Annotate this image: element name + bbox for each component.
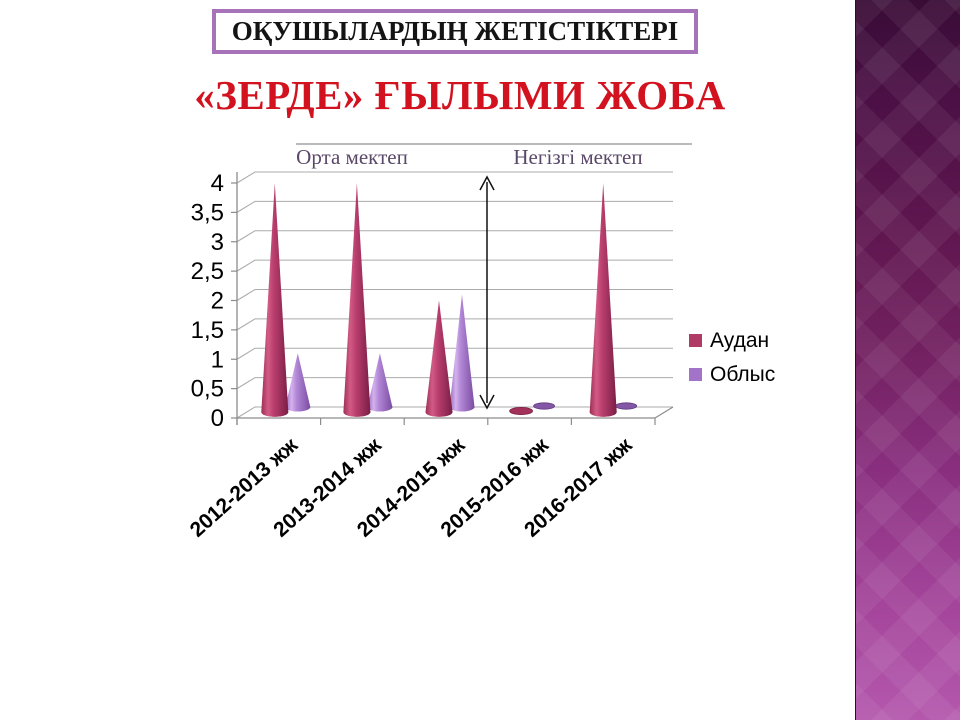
cone [367, 353, 393, 412]
gridline [236, 318, 673, 331]
y-axis-tick-label: 3 [211, 229, 224, 256]
arrowhead-up-icon [479, 175, 495, 191]
y-axis-tick-label: 4 [211, 170, 224, 197]
decorative-sidebar [855, 0, 960, 720]
zero-value-disc [615, 402, 638, 410]
cone [343, 183, 371, 417]
header-box: ОҚУШЫЛАРДЫҢ ЖЕТІСТІКТЕРІ [212, 9, 698, 54]
legend-swatch-audan [689, 334, 702, 347]
y-axis-tick-label: 3,5 [191, 199, 224, 226]
legend-swatch-oblys [689, 368, 702, 381]
y-axis-tick-label: 0 [211, 405, 224, 432]
slide-title: «ЗЕРДЕ» ҒЫЛЫМИ ЖОБА [194, 72, 726, 118]
gridline [236, 377, 673, 390]
legend-label: Облыс [710, 363, 775, 386]
gridline [236, 259, 673, 272]
cone [449, 294, 475, 412]
gridline [236, 288, 673, 301]
group-label: Негізгі мектеп [513, 145, 642, 169]
arrowhead-down-icon [479, 394, 495, 410]
gridline [236, 171, 673, 184]
y-axis-tick-label: 1 [211, 346, 224, 373]
gridline [236, 230, 673, 243]
cone [589, 183, 617, 417]
y-axis-tick-label: 0,5 [191, 376, 224, 403]
gridline [236, 347, 673, 360]
y-axis-tick-label: 2,5 [191, 258, 224, 285]
zero-value-disc [533, 402, 555, 410]
cone [425, 300, 453, 417]
legend-label: Аудан [710, 329, 769, 352]
floor-edge [654, 406, 674, 419]
cone [261, 183, 289, 417]
zero-value-disc [509, 406, 533, 415]
group-label: Орта мектеп [296, 145, 408, 169]
header-box-text: ОҚУШЫЛАРДЫҢ ЖЕТІСТІКТЕРІ [231, 16, 679, 46]
y-axis-tick-label: 2 [211, 288, 224, 315]
cone [285, 353, 311, 412]
y-axis-tick-label: 1,5 [191, 317, 224, 344]
gridline [236, 200, 673, 213]
